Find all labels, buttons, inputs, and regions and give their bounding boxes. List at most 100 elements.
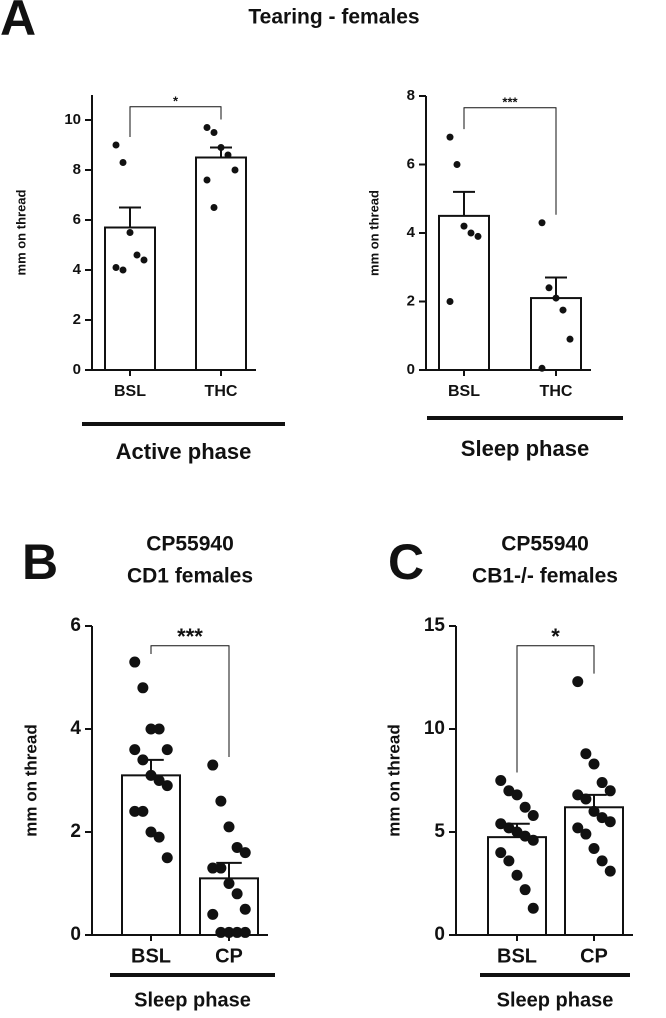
data-point (538, 219, 546, 227)
data-point (580, 748, 592, 760)
significance-label: * (551, 624, 560, 649)
x-tick-label: THC (205, 383, 238, 400)
data-point (580, 793, 592, 805)
y-tick-label: 4 (73, 261, 82, 278)
panel-label: A (0, 0, 36, 46)
data-point (137, 805, 149, 817)
chart-subtitle: CB1-/- females (472, 565, 618, 588)
x-tick-label: BSL (131, 945, 171, 967)
y-tick-label: 4 (70, 718, 81, 739)
data-point (137, 682, 149, 694)
data-point (545, 284, 553, 292)
bar (195, 156, 247, 371)
y-tick-label: 8 (73, 161, 81, 178)
y-tick-label: 15 (424, 615, 446, 636)
data-point (596, 777, 608, 789)
group-label: Sleep phase (461, 436, 589, 461)
data-point (604, 816, 616, 828)
significance-bracket (129, 106, 222, 137)
y-axis-label: mm on thread (13, 189, 28, 275)
data-point (129, 744, 141, 756)
x-tick-label: BSL (114, 383, 146, 400)
data-point (460, 222, 468, 230)
y-tick-label: 6 (407, 155, 415, 172)
data-point (126, 229, 134, 236)
data-point (161, 780, 173, 792)
significance-label: *** (502, 95, 518, 110)
x-tick-label: BSL (497, 945, 537, 967)
data-point (552, 294, 560, 302)
significance-label: * (173, 94, 179, 109)
group-label: Sleep phase (497, 989, 614, 1011)
data-point (604, 785, 616, 797)
data-point (129, 805, 141, 817)
data-point (588, 758, 600, 770)
data-point (527, 810, 539, 822)
data-point (207, 759, 219, 771)
data-point (231, 166, 239, 174)
data-point (161, 852, 173, 864)
bar (104, 226, 156, 371)
data-point (538, 364, 546, 372)
data-point (588, 842, 600, 854)
significance-label: *** (177, 624, 203, 649)
y-tick-label: 6 (70, 615, 81, 636)
data-point (572, 822, 584, 834)
y-axis-label: mm on thread (21, 724, 40, 836)
y-axis-label: mm on thread (366, 190, 381, 276)
significance-bracket (463, 107, 557, 215)
data-point (566, 335, 574, 343)
data-point (231, 888, 243, 900)
data-point (119, 159, 127, 166)
data-point (145, 723, 157, 735)
figure-title: Tearing - females (248, 6, 419, 29)
data-point (511, 869, 523, 881)
x-tick-label: BSL (448, 383, 480, 400)
data-point (207, 908, 219, 920)
y-tick-label: 0 (73, 361, 81, 378)
data-point (223, 926, 235, 938)
data-point (446, 133, 454, 141)
data-point (527, 902, 539, 914)
data-point (203, 176, 211, 184)
data-point (239, 926, 251, 938)
data-point (231, 926, 243, 938)
error-bar (453, 190, 475, 216)
data-point (495, 847, 507, 859)
data-point (495, 818, 507, 830)
data-point (596, 812, 608, 824)
data-point (207, 862, 219, 874)
data-point (223, 878, 235, 889)
x-tick-label: CP (580, 945, 608, 967)
data-point (215, 862, 227, 874)
data-point (161, 744, 173, 756)
y-tick-label: 0 (70, 924, 81, 945)
data-point (153, 775, 165, 786)
y-axis-label: mm on thread (384, 724, 403, 836)
data-point (210, 204, 218, 211)
data-point (129, 656, 141, 668)
y-tick-label: 2 (407, 292, 415, 309)
bar (438, 214, 490, 371)
data-point (519, 801, 531, 813)
data-point (210, 129, 218, 136)
y-tick-label: 2 (70, 821, 81, 842)
data-point (203, 124, 211, 131)
chart-title: CP55940 (146, 533, 234, 556)
data-point (239, 847, 251, 859)
panel-label: C (388, 534, 424, 590)
data-point (119, 266, 127, 274)
data-point (112, 141, 120, 149)
error-bar (119, 206, 141, 228)
data-point (572, 789, 584, 801)
data-point (527, 834, 539, 846)
data-point (495, 775, 507, 786)
data-point (453, 161, 461, 168)
data-point (145, 826, 157, 838)
group-label: Sleep phase (134, 989, 251, 1011)
data-point (217, 144, 225, 151)
data-point (224, 151, 232, 159)
data-point (153, 723, 165, 735)
significance-bracket (516, 645, 595, 773)
